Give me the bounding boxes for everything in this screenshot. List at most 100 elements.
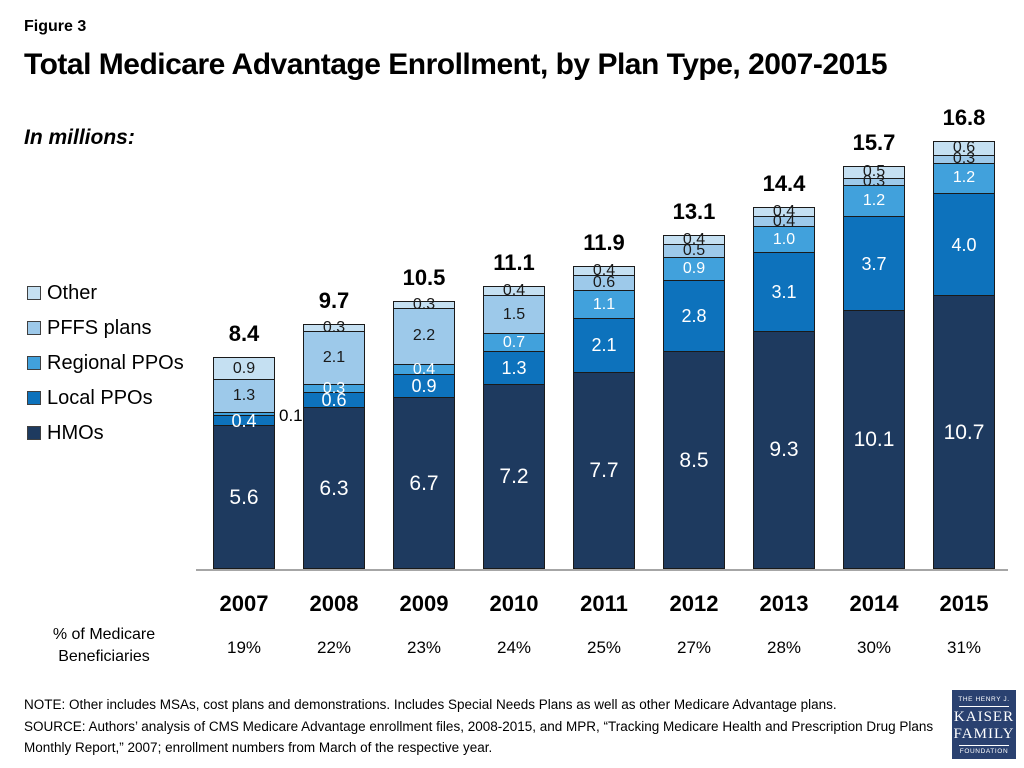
segment-other-2012: 0.4 (663, 231, 725, 249)
x-axis-label-2015: 2015 (939, 591, 989, 616)
total-label-2011: 11.9 (583, 229, 625, 255)
total-label-2007: 8.4 (228, 321, 260, 347)
segment-hmos-2010: 7.2 (483, 385, 545, 569)
segment-other-2015: 0.6 (933, 140, 995, 156)
segment-regional-ppos-2013: 1.0 (753, 227, 815, 253)
segment-value-label: 2.2 (412, 327, 436, 345)
segment-hmos-2009: 6.7 (393, 398, 455, 569)
units-label: In millions: (24, 126, 135, 149)
segment-regional-ppos-2012: 0.9 (663, 257, 725, 281)
segment-local-ppos-2015: 4.0 (933, 194, 995, 297)
segment-hmos-2015: 10.7 (933, 296, 995, 569)
segment-hmos-2012: 8.5 (663, 352, 725, 569)
segment-pffs-plans-2014: 0.3 (843, 174, 905, 190)
legend-item-local-ppos: Local PPOs (27, 387, 184, 409)
x-axis-label-2014: 2014 (849, 591, 899, 616)
pct-value-2013: 28% (766, 638, 802, 657)
pct-value-2014: 30% (856, 638, 892, 657)
segment-regional-ppos-2009: 0.4 (393, 360, 455, 378)
segment-local-ppos-2013: 3.1 (753, 252, 815, 332)
segment-local-ppos-2014: 3.7 (843, 217, 905, 312)
legend-label: Other (47, 281, 98, 304)
segment-value-label: 6.3 (319, 476, 349, 500)
pct-value-2011: 25% (586, 638, 622, 657)
legend-swatch-icon (27, 286, 41, 300)
segment-regional-ppos-2010: 0.7 (483, 333, 545, 353)
legend-label: HMOs (47, 421, 104, 444)
note-text: NOTE: Other includes MSAs, cost plans an… (24, 697, 837, 712)
segment-value-label: 0.4 (231, 410, 257, 431)
segment-pffs-plans-2012: 0.5 (663, 242, 725, 259)
segment-other-2008: 0.3 (303, 320, 365, 336)
total-label-2008: 9.7 (318, 288, 350, 314)
kff-logo: THE HENRY J. KAISER FAMILY FOUNDATION (952, 690, 1016, 759)
segment-value-label: 1.0 (772, 230, 796, 248)
segment-value-label: 1.3 (232, 387, 256, 405)
segment-other-2010: 0.4 (483, 282, 545, 300)
segment-other-2014: 0.5 (843, 163, 905, 181)
kff-logo-rule-bottom (959, 745, 1009, 747)
segment-other-2007: 0.9 (213, 357, 275, 381)
segment-value-label: 0.4 (412, 360, 436, 378)
x-axis-label-2011: 2011 (580, 591, 628, 616)
segment-regional-ppos-2015: 1.2 (933, 163, 995, 195)
segment-value-label: 0.4 (502, 282, 526, 300)
bar-2007: 0.9 1.3 0.4 5.6 (213, 357, 275, 569)
segment-value-label: 5.6 (229, 485, 259, 509)
segment-value-label: 3.7 (861, 253, 887, 274)
segment-local-ppos-2012: 2.8 (663, 280, 725, 353)
segment-value-label: 0.9 (232, 359, 256, 377)
legend-swatch-icon (27, 321, 41, 335)
segment-value-label: 0.5 (862, 163, 886, 181)
legend-label: Regional PPOs (47, 351, 184, 374)
kff-logo-line2: KAISER (953, 708, 1015, 725)
segment-value-label: 10.1 (853, 428, 895, 452)
kff-logo-line3: FAMILY (953, 726, 1015, 743)
segment-value-label: 0.4 (682, 231, 706, 249)
total-label-2010: 11.1 (493, 249, 535, 275)
page-title: Total Medicare Advantage Enrollment, by … (24, 48, 888, 81)
segment-value-label: 0.7 (502, 333, 526, 351)
segment-value-label: 0.9 (411, 376, 437, 397)
segment-local-ppos-2010: 1.3 (483, 352, 545, 386)
segment-value-label: 1.5 (502, 305, 526, 323)
segment-regional-ppos-2007 (213, 413, 275, 416)
segment-value-label: 3.1 (771, 281, 797, 302)
segment-hmos-2013: 9.3 (753, 331, 815, 569)
segment-value-label: 0.3 (412, 296, 436, 314)
segment-pffs-plans-2013: 0.4 (753, 212, 815, 230)
legend-label: PFFS plans (47, 316, 152, 339)
total-label-2014: 15.7 (852, 130, 896, 156)
segment-hmos-2014: 10.1 (843, 311, 905, 569)
segment-pffs-plans-2008: 2.1 (303, 331, 365, 386)
segment-value-label: 0.6 (321, 390, 347, 411)
segment-regional-ppos-2008: 0.3 (303, 380, 365, 396)
segment-regional-ppos-2014: 1.2 (843, 186, 905, 218)
kff-logo-rule-top (959, 705, 1009, 707)
segment-local-ppos-2007: 0.4 (213, 412, 275, 430)
segment-value-label: 1.1 (592, 295, 616, 313)
segment-value-label: 0.9 (682, 259, 706, 277)
segment-value-label: 0.3 (322, 379, 346, 397)
legend-swatch-icon (27, 356, 41, 370)
total-label-2009: 10.5 (402, 265, 446, 291)
segment-other-2011: 0.4 (573, 262, 635, 278)
segment-pffs-plans-2010: 1.5 (483, 296, 545, 335)
segment-value-label: 0.4 (772, 212, 796, 230)
pct-value-2008: 22% (316, 638, 352, 657)
bar-2015: 0.6 0.3 1.2 4.0 10.7 (933, 140, 995, 569)
segment-pffs-plans-2011: 0.6 (573, 274, 635, 292)
segment-local-ppos-2009: 0.9 (393, 375, 455, 399)
segment-local-ppos-2008: 0.6 (303, 390, 365, 411)
bar-2014: 0.5 0.3 1.2 3.7 10.1 (843, 163, 905, 569)
segment-value-label: 7.7 (589, 458, 619, 482)
legend: Other PFFS plans Regional PPOs Local PPOs HM… (27, 282, 184, 457)
source-text: SOURCE: Authors’ analysis of CMS Medicar… (24, 718, 934, 756)
bar-2008: 0.3 2.1 0.3 0.6 6.3 (303, 320, 365, 569)
legend-item-other: Other (27, 282, 184, 304)
segment-value-label: 0.5 (682, 242, 706, 259)
segment-value-label: 7.2 (499, 465, 529, 489)
segment-value-label: 2.1 (591, 335, 617, 356)
